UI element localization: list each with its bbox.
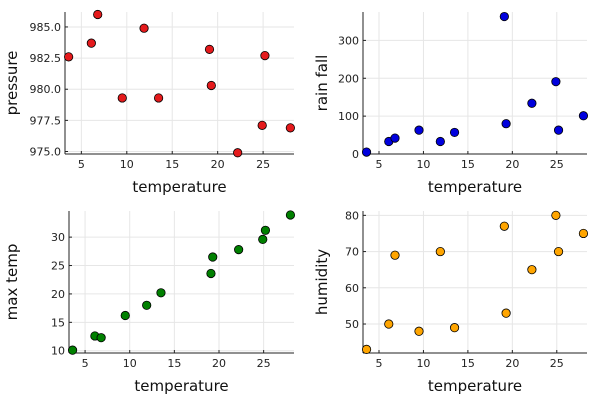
data-point	[449, 127, 460, 138]
x-tick-label: 20	[505, 158, 519, 171]
subplot-rain-fall: 5 10 15 20 25 0 100 200 300 temperature rain fall	[313, 11, 589, 196]
data-point	[527, 265, 537, 275]
data-point	[361, 344, 372, 354]
x-tick-label: 15	[461, 357, 475, 370]
data-point	[206, 268, 216, 279]
data-point	[156, 288, 166, 298]
x-tick-label: 10	[416, 357, 430, 370]
data-point	[435, 136, 445, 147]
data-point	[258, 234, 268, 244]
x-tick-label: 10	[120, 158, 134, 171]
y-tick-label: 20	[51, 288, 65, 301]
x-tick-label: 25	[257, 357, 271, 370]
y-tick-label: 10	[51, 345, 65, 358]
data-point	[551, 210, 561, 220]
x-axis-label: temperature	[134, 377, 228, 395]
x-tick-label: 15	[165, 158, 179, 171]
data-point	[384, 319, 394, 329]
data-point	[553, 246, 564, 257]
data-point	[153, 93, 164, 103]
data-point	[86, 38, 96, 48]
data-point	[208, 252, 218, 262]
x-tick-label: 15	[461, 158, 475, 171]
x-tick-label: 20	[212, 357, 226, 370]
data-point	[257, 120, 267, 130]
data-point	[234, 245, 244, 255]
data-point	[390, 250, 400, 260]
y-tick-label: 70	[345, 246, 359, 259]
data-point	[67, 345, 78, 355]
subplot-humidity: 5 10 15 20 25 50 60 70 80 temperature humidity	[313, 209, 589, 395]
data-point	[435, 246, 445, 257]
data-point	[578, 111, 589, 121]
data-point	[285, 123, 295, 133]
y-axis-label: pressure	[3, 51, 21, 116]
y-tick-label: 30	[51, 231, 65, 244]
x-tick-label: 10	[416, 158, 430, 171]
data-point	[499, 221, 509, 231]
x-tick-label: 10	[123, 357, 137, 370]
data-point	[527, 98, 537, 108]
y-tick-label: 15	[51, 316, 65, 329]
data-point	[553, 125, 564, 135]
data-point	[414, 326, 424, 336]
y-tick-label: 25	[51, 260, 65, 273]
y-tick-label: 80	[345, 209, 359, 222]
data-point	[361, 147, 372, 157]
data-point	[117, 93, 127, 103]
x-tick-label: 5	[376, 158, 383, 171]
x-tick-label: 15	[167, 357, 181, 370]
x-tick-label: 5	[78, 158, 85, 171]
data-point	[142, 300, 152, 310]
data-point	[285, 210, 296, 220]
x-tick-label: 20	[211, 158, 225, 171]
y-tick-label: 985.0	[30, 21, 62, 34]
data-point	[120, 310, 130, 321]
data-point	[260, 225, 271, 235]
y-tick-label: 977.5	[30, 114, 62, 127]
data-point	[501, 119, 511, 129]
data-point	[390, 133, 400, 143]
x-axis-label: temperature	[428, 178, 522, 196]
data-point	[260, 50, 270, 61]
y-tick-label: 50	[345, 318, 359, 331]
subplot-pressure: 5 10 15 20 25 975.0 977.5 980.0 982.5 985.0 temper…	[3, 9, 295, 196]
data-point	[501, 308, 511, 318]
data-point	[93, 9, 103, 20]
subplot-max-temp: 5 10 15 20 25 10 15 20 25 30 temperature max temp	[3, 210, 296, 395]
y-tick-label: 300	[338, 34, 359, 47]
data-point	[414, 125, 424, 135]
x-tick-label: 25	[550, 357, 564, 370]
data-point	[139, 23, 149, 33]
x-axis-label: temperature	[428, 377, 522, 395]
x-tick-label: 20	[505, 357, 519, 370]
y-axis-label: max temp	[3, 244, 21, 321]
y-axis-label: rain fall	[313, 55, 331, 112]
y-axis-label: humidity	[313, 249, 331, 315]
data-point	[96, 333, 106, 343]
data-point	[204, 44, 215, 54]
data-point	[64, 52, 74, 62]
x-axis-label: temperature	[132, 178, 226, 196]
y-tick-label: 975.0	[30, 146, 62, 159]
y-tick-label: 200	[338, 72, 359, 85]
y-tick-label: 100	[338, 110, 359, 123]
y-tick-label: 0	[352, 148, 359, 161]
x-tick-label: 5	[376, 357, 383, 370]
x-tick-label: 25	[550, 158, 564, 171]
data-point	[499, 11, 509, 22]
y-tick-label: 980.0	[30, 83, 62, 96]
x-tick-label: 5	[82, 357, 89, 370]
data-point	[449, 323, 460, 333]
data-point	[551, 77, 561, 87]
y-tick-label: 60	[345, 282, 359, 295]
y-tick-label: 982.5	[30, 52, 62, 65]
data-point	[206, 80, 216, 91]
data-point	[578, 228, 589, 239]
data-point	[233, 148, 243, 158]
x-tick-label: 25	[256, 158, 270, 171]
